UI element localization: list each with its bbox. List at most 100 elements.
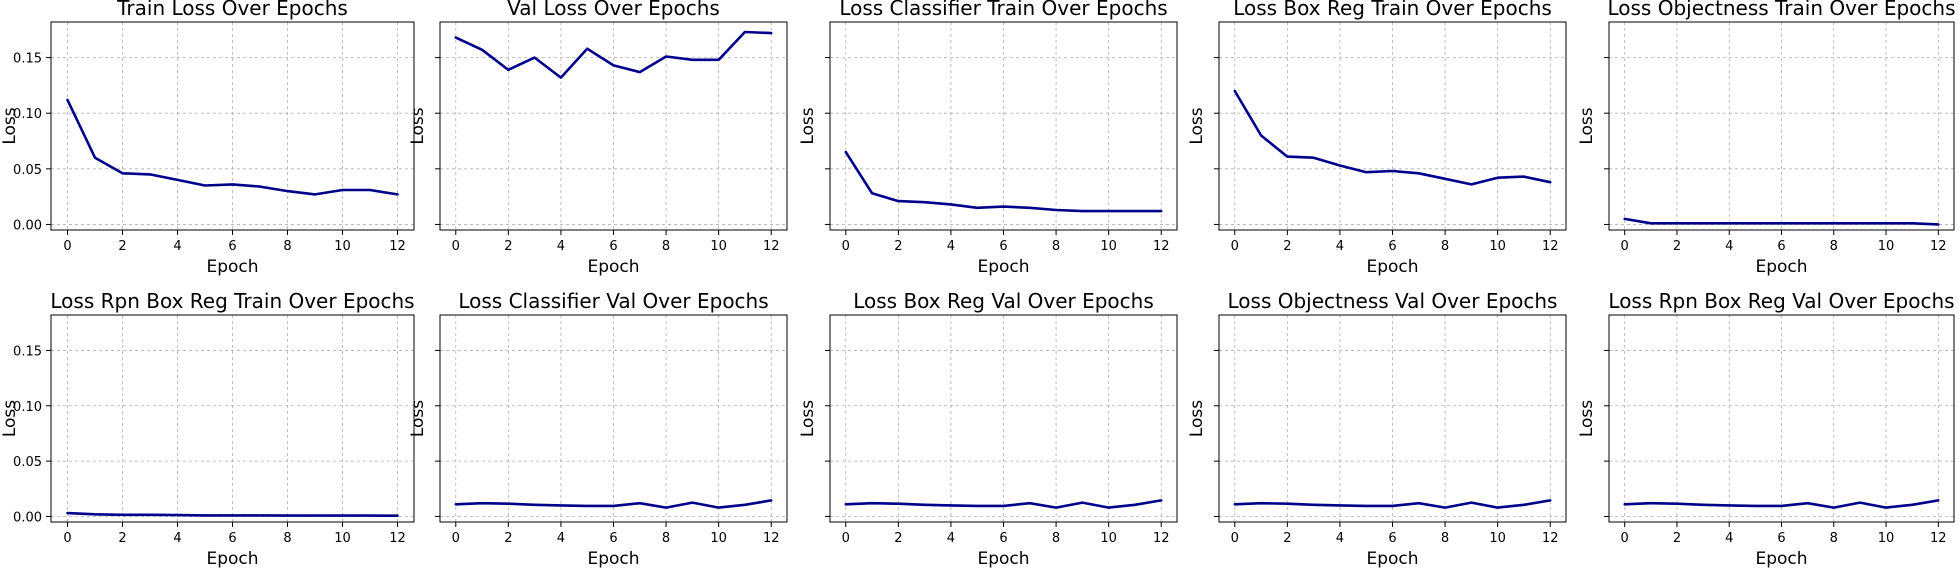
x-axis-label: Epoch [587,257,639,277]
chart-panel-5: 0 2 4 6 8 10 12 Loss Objectness Train Over Epoc… [1577,0,1956,277]
grid [1219,22,1566,230]
x-tick-label: 6 [228,531,236,546]
x-tick-label: 0 [1621,239,1629,254]
x-axis-label: Epoch [1366,549,1418,569]
chart-title: Loss Objectness Val Over Epochs [1228,289,1558,313]
x-tick-label: 4 [173,239,181,254]
x-tick-label: 8 [1830,531,1838,546]
x-tick-label: 12 [763,239,780,254]
x-tick-label: 8 [283,239,291,254]
x-tick-label: 4 [947,239,955,254]
series-line [66,511,399,517]
x-tick-label: 4 [1336,239,1344,254]
chart-title: Loss Box Reg Val Over Epochs [853,289,1154,313]
chart-title: Loss Rpn Box Reg Val Over Epochs [1608,289,1954,313]
grid [440,315,787,522]
plot-frame [1608,314,1955,523]
chart-title: Train Loss Over Epochs [116,0,348,20]
chart-title: Val Loss Over Epochs [507,0,720,20]
x-tick-label: 0 [1231,239,1239,254]
x-tick-label: 12 [389,531,406,546]
y-tick-label: 0.05 [13,163,42,178]
grid [1609,315,1954,522]
x-tick-label: 6 [609,531,617,546]
plot-frame [829,314,1178,523]
x-axis-label: Epoch [206,549,258,569]
y-axis-label: Loss [1187,400,1207,437]
y-tick-label: 0.10 [13,400,42,415]
x-tick-label: 10 [1878,239,1895,254]
y-axis-label: Loss [798,400,818,437]
x-tick-label: 12 [1542,239,1559,254]
grid [1219,315,1566,522]
chart-title: Loss Objectness Train Over Epochs [1607,0,1955,20]
y-tick-label: 0.00 [13,218,42,233]
x-tick-label: 4 [1725,239,1733,254]
chart-panel-8: 0 2 4 6 8 10 12 Loss Box Reg Val Over Epochs Epo… [798,289,1178,569]
x-tick-label: 8 [1052,239,1060,254]
x-tick-label: 0 [452,239,460,254]
y-axis-label: Loss [408,107,428,144]
x-axis-label: Epoch [1755,257,1807,277]
x-tick-label: 12 [1153,239,1170,254]
x-tick-label: 0 [1621,531,1629,546]
x-tick-label: 2 [118,531,126,546]
chart-panel-2: 0 2 4 6 8 10 12 Val Loss Over Epochs Epoch Loss [408,0,788,277]
grid [1609,22,1954,230]
series-line [1623,217,1940,226]
x-tick-label: 0 [452,531,460,546]
y-tick-label: 0.05 [13,455,42,470]
x-axis-label: Epoch [587,549,639,569]
x-tick-label: 10 [334,239,351,254]
x-tick-label: 6 [609,239,617,254]
chart-panel-3: 0 2 4 6 8 10 12 Loss Classifier Train Over Epoc… [798,0,1178,277]
chart-panel-4: 0 2 4 6 8 10 12 Loss Box Reg Train Over Epochs E… [1187,0,1567,277]
chart-panel-1: 0 2 4 6 8 10 12 0.00 0.05 0.10 0.15 Train Loss Over… [0,0,415,277]
chart-title: Loss Box Reg Train Over Epochs [1233,0,1552,20]
x-tick-label: 2 [894,239,902,254]
x-tick-label: 0 [1231,531,1239,546]
x-tick-label: 10 [1489,239,1506,254]
x-tick-label: 2 [504,531,512,546]
x-tick-label: 0 [63,239,71,254]
x-tick-label: 2 [1283,239,1291,254]
x-tick-label: 2 [1673,239,1681,254]
x-tick-label: 12 [1930,239,1947,254]
x-axis-label: Epoch [977,257,1029,277]
x-tick-label: 4 [173,531,181,546]
grid [830,315,1177,522]
x-tick-label: 6 [1777,531,1785,546]
series-line [844,499,1163,509]
x-tick-label: 2 [118,239,126,254]
y-tick-label: 0.15 [13,52,42,67]
series-line [454,30,773,79]
chart-title: Loss Classifier Val Over Epochs [458,289,768,313]
x-axis-label: Epoch [977,549,1029,569]
x-tick-label: 4 [947,531,955,546]
series-line [1623,499,1940,509]
plot-frame [50,314,415,523]
grid [830,22,1177,230]
x-tick-label: 6 [1388,239,1396,254]
y-tick-label: 0.00 [13,510,42,525]
x-tick-label: 10 [334,531,351,546]
y-axis-label: Loss [0,400,20,437]
y-tick-label: 0.15 [13,344,42,359]
y-axis-label: Loss [0,107,20,144]
x-tick-label: 10 [1100,531,1117,546]
x-axis-label: Epoch [1755,549,1807,569]
x-tick-label: 8 [1052,531,1060,546]
series-line [1233,89,1552,186]
y-axis-label: Loss [1187,107,1207,144]
x-axis-label: Epoch [1366,257,1418,277]
x-tick-label: 10 [1878,531,1895,546]
x-tick-label: 2 [1283,531,1291,546]
plot-frame [1218,21,1567,231]
plot-frame [50,21,415,231]
plot-frame [439,21,788,231]
chart-panel-7: 0 2 4 6 8 10 12 Loss Classifier Val Over Epochs… [408,289,788,569]
x-tick-label: 6 [1388,531,1396,546]
series-line [1233,499,1552,509]
series-line [66,98,399,196]
x-tick-label: 12 [763,531,780,546]
